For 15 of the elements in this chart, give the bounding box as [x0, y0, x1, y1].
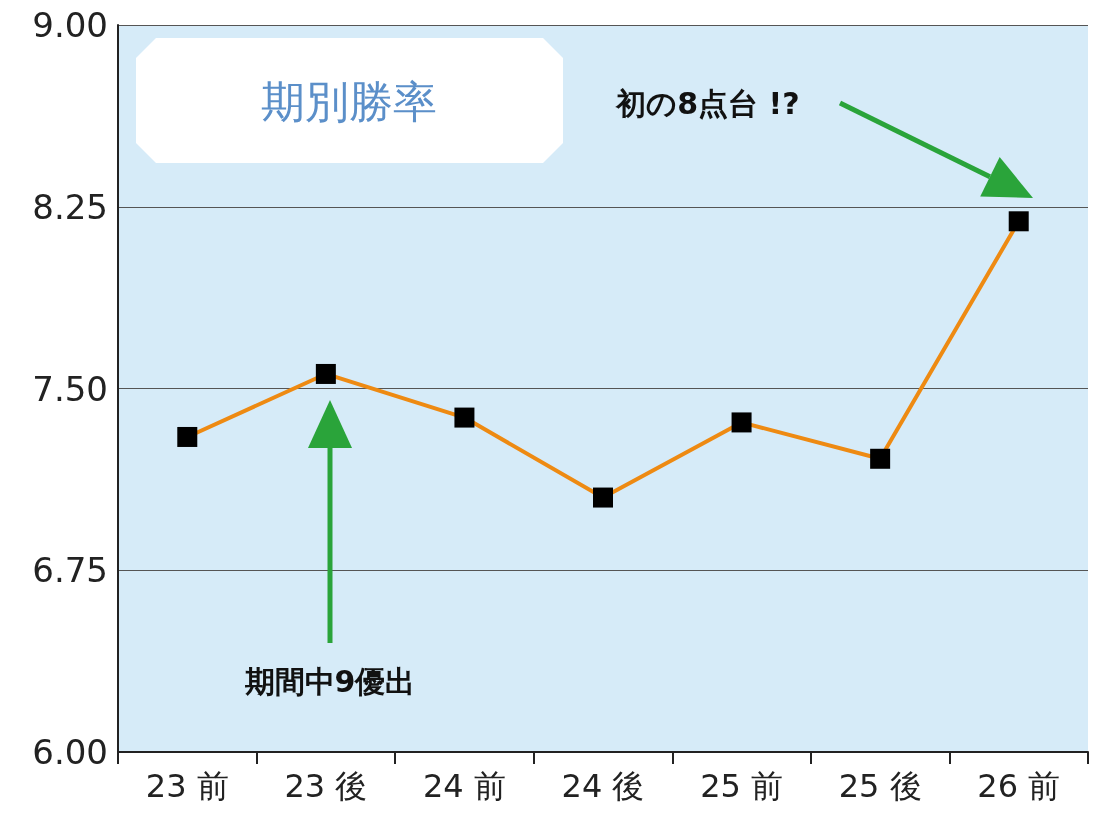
x-tick-label: 25 前: [700, 767, 784, 805]
y-tick-label: 8.25: [32, 186, 108, 227]
x-tick-label: 23 後: [284, 767, 368, 805]
x-tick-label: 24 後: [561, 767, 645, 805]
x-tick-label: 25 後: [838, 767, 922, 805]
y-tick-label: 7.50: [32, 368, 108, 409]
y-tick-label: 6.75: [32, 550, 108, 591]
x-tick-label: 26 前: [977, 767, 1061, 805]
y-tick-label: 9.00: [32, 5, 108, 45]
x-tick-label: 23 前: [145, 767, 229, 805]
annotation: 期間中9優出: [243, 663, 416, 699]
x-tick-label: 24 前: [422, 767, 506, 805]
text: 期別勝率: [261, 75, 437, 127]
annotation: 初の8点台 !?: [615, 85, 800, 121]
y-tick-label: 6.00: [32, 732, 108, 772]
